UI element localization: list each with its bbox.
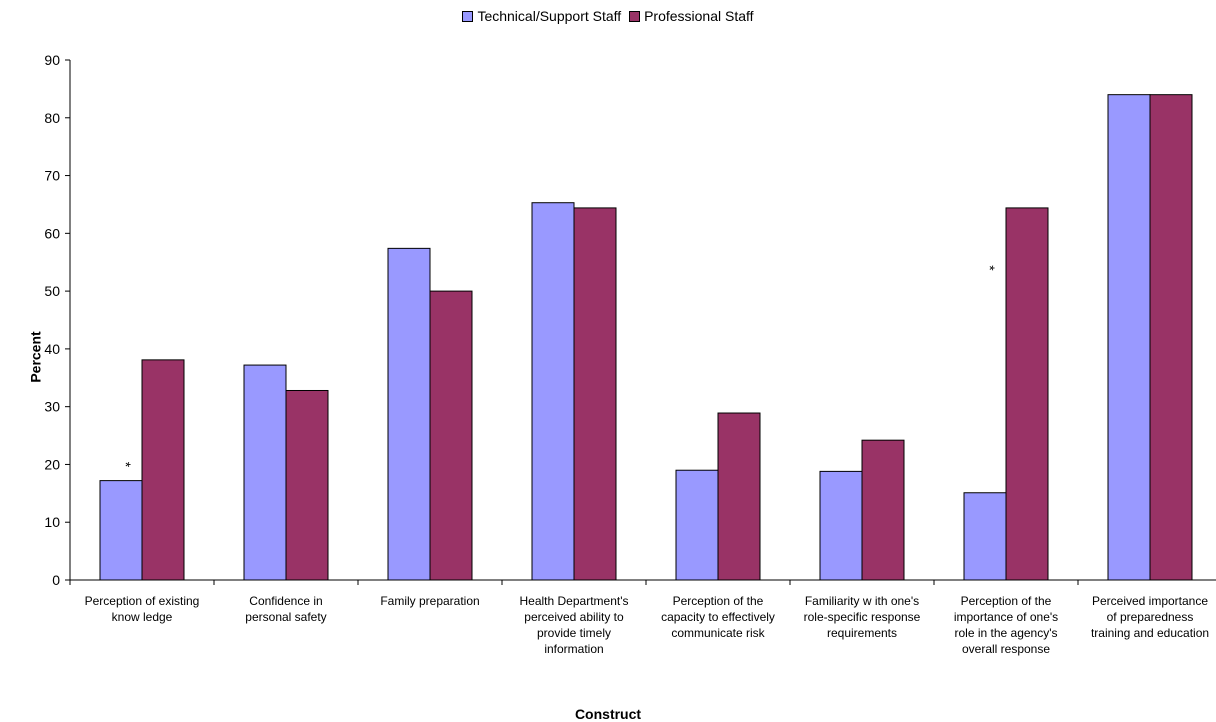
x-tick-label: Health Department's perceived ability to p… (504, 593, 644, 657)
significance-marker: * (118, 462, 134, 468)
y-tick-label: 30 (44, 399, 60, 415)
y-tick-label: 10 (44, 514, 60, 530)
bar-professional (141, 359, 185, 581)
x-tick-label-line: Perceived importance (1091, 594, 1209, 608)
bar-technical (531, 202, 575, 581)
x-tick-label-line: Familiarity w ith one's (804, 594, 920, 608)
bar-professional (717, 412, 761, 581)
x-tick-label-line: capacity to effectively (661, 610, 775, 624)
x-tick-label-line: communicate risk (671, 626, 765, 640)
x-tick-label: Perception of the capacity to effectively… (648, 593, 788, 641)
x-tick-label: Family preparation (360, 593, 500, 609)
x-tick-label: Familiarity w ith one's role-specific res… (792, 593, 932, 641)
bar-technical (99, 480, 143, 581)
x-tick-label-line: provide timely (536, 626, 612, 640)
bar-professional (1005, 207, 1049, 581)
x-tick-label: Confidence in personal safety (216, 593, 356, 625)
bar-technical (675, 469, 719, 581)
y-axis-title: Percent (27, 331, 44, 383)
bar-professional (285, 389, 329, 581)
bar-technical (819, 470, 863, 581)
x-tick-label-line: personal safety (245, 610, 327, 624)
bar-professional (1149, 94, 1193, 581)
x-tick-label-line: Perception of existing (84, 594, 200, 608)
x-axis-title: Construct (574, 706, 642, 722)
x-tick-label-line: know ledge (111, 610, 173, 624)
x-tick-label-line: overall response (961, 642, 1051, 656)
x-tick-label-line: of preparedness (1106, 610, 1194, 624)
bar-professional (573, 207, 617, 581)
x-tick-label: Perception of the importance of one's role… (936, 593, 1076, 657)
x-tick-label: Perceived importance of preparedness train… (1080, 593, 1216, 641)
x-tick-label-line: Family preparation (380, 594, 480, 608)
y-tick-label: 0 (52, 572, 60, 588)
y-tick-label: 40 (44, 341, 60, 357)
y-tick-label: 80 (44, 110, 60, 126)
legend-item-professional: Professional Staff (629, 8, 754, 24)
x-tick-label-line: Health Department's (519, 594, 629, 608)
chart-legend: Technical/Support Staff Professional Sta… (0, 8, 1216, 25)
bar-technical (963, 492, 1007, 581)
y-tick-label: 20 (44, 456, 60, 472)
bar-professional (861, 439, 905, 581)
legend-swatch-technical (462, 10, 474, 22)
x-tick-label-line: Confidence in (249, 594, 323, 608)
legend-swatch-professional (629, 10, 641, 22)
legend-label-technical: Technical/Support Staff (477, 8, 622, 24)
x-tick-label-line: information (544, 642, 604, 656)
bar-technical (387, 247, 431, 581)
y-tick-label: 60 (44, 225, 60, 241)
x-tick-label: Perception of existing know ledge (72, 593, 212, 625)
y-tick-label: 70 (44, 168, 60, 184)
x-tick-label-line: perceived ability to (524, 610, 624, 624)
y-tick-label: 90 (44, 52, 60, 68)
bar-technical (243, 364, 287, 581)
x-tick-label-line: Perception of the (960, 594, 1052, 608)
x-tick-label-line: importance of one's (953, 610, 1059, 624)
bar-chart: 0 10 20 30 40 50 60 70 80 90 * * (44, 52, 1216, 588)
x-tick-label-line: training and education (1090, 626, 1210, 640)
x-tick-label-line: Perception of the (672, 594, 764, 608)
x-tick-label-line: role in the agency's (954, 626, 1058, 640)
legend-label-professional: Professional Staff (644, 8, 754, 24)
x-tick-label-line: requirements (826, 626, 898, 640)
x-tick-label-line: role-specific response (803, 610, 921, 624)
significance-marker: * (982, 265, 998, 271)
bar-professional (429, 290, 473, 581)
legend-item-technical: Technical/Support Staff (462, 8, 621, 24)
y-tick-label: 50 (44, 283, 60, 299)
bar-technical (1107, 94, 1151, 581)
